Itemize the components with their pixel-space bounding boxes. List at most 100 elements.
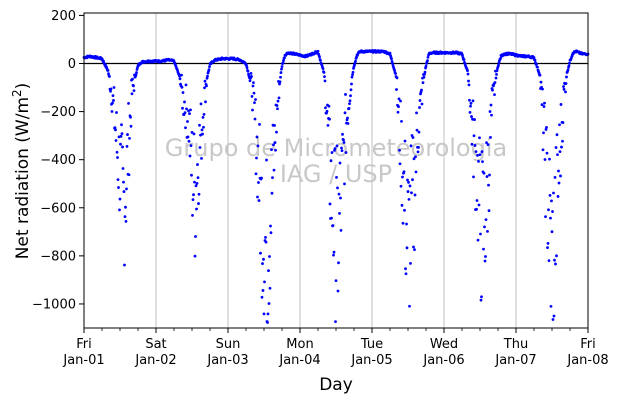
data-point	[468, 110, 472, 114]
data-point	[390, 57, 393, 61]
data-point	[119, 134, 123, 138]
data-point	[467, 83, 471, 87]
data-point	[484, 218, 488, 221]
data-point	[410, 191, 413, 195]
data-point	[481, 160, 484, 164]
data-point	[205, 84, 208, 88]
data-point	[532, 56, 536, 59]
data-point	[186, 135, 190, 139]
data-point	[348, 99, 352, 103]
data-point	[250, 94, 254, 98]
data-point	[190, 173, 193, 177]
data-point	[188, 154, 192, 158]
data-point	[273, 141, 277, 144]
data-point	[117, 186, 120, 189]
data-point	[180, 85, 184, 89]
data-point	[269, 231, 273, 235]
data-point	[540, 103, 544, 107]
data-point	[195, 207, 198, 211]
data-point	[404, 272, 408, 276]
data-point	[550, 230, 554, 234]
data-point	[470, 115, 473, 118]
data-point	[564, 90, 567, 94]
data-point	[405, 222, 408, 226]
x-tick-label-day: Thu	[503, 337, 528, 352]
data-point	[256, 195, 259, 199]
data-point	[272, 143, 275, 147]
data-point	[330, 216, 333, 220]
data-point	[275, 130, 278, 134]
data-point	[336, 186, 339, 190]
data-point	[197, 192, 201, 196]
y-axis: 200 0 −200 −400 −600 −800 −1000	[32, 9, 84, 312]
data-point	[417, 130, 421, 134]
data-point	[121, 145, 124, 149]
data-point	[485, 175, 489, 178]
y-tick-label: −800	[40, 249, 76, 264]
data-point	[335, 175, 338, 179]
data-point	[278, 80, 282, 84]
data-point	[539, 80, 543, 84]
data-point	[253, 101, 256, 105]
data-point	[548, 157, 551, 161]
data-point	[421, 81, 425, 85]
data-point	[184, 83, 188, 87]
data-point	[426, 59, 429, 63]
data-point	[120, 123, 123, 127]
data-point	[403, 139, 407, 143]
data-point	[553, 258, 556, 262]
data-point	[551, 210, 554, 213]
data-point	[491, 88, 494, 92]
data-point	[124, 220, 128, 223]
data-point	[480, 150, 484, 154]
data-point	[348, 102, 351, 106]
data-point	[485, 141, 488, 145]
data-point	[275, 104, 279, 107]
data-point	[276, 99, 280, 103]
data-point	[104, 63, 107, 67]
data-point	[115, 111, 118, 114]
data-point	[325, 109, 329, 113]
y-axis-label-close: )	[13, 83, 33, 90]
data-point	[252, 81, 255, 85]
data-point	[552, 191, 555, 195]
data-point	[270, 191, 274, 195]
data-point	[409, 261, 412, 265]
data-point	[474, 150, 478, 154]
data-point	[281, 61, 285, 65]
data-point	[257, 199, 261, 202]
data-point	[542, 131, 545, 135]
data-point	[332, 253, 335, 257]
data-point	[344, 151, 348, 154]
y-tick-label: −200	[40, 105, 76, 120]
data-point	[119, 142, 122, 146]
x-tick-label-date: Jan-02	[134, 353, 176, 368]
data-point	[340, 149, 344, 153]
data-point	[339, 229, 343, 232]
data-point	[190, 131, 194, 134]
x-tick-label-date: Jan-08	[566, 353, 608, 368]
data-point	[399, 184, 403, 188]
data-point	[323, 79, 327, 83]
data-point	[533, 58, 537, 62]
data-point	[548, 193, 552, 197]
data-point	[173, 61, 177, 65]
data-point	[266, 312, 270, 316]
data-point	[549, 216, 552, 220]
data-point	[107, 72, 110, 76]
data-point	[319, 59, 322, 62]
data-point	[106, 69, 110, 72]
data-point	[413, 193, 417, 197]
data-point	[395, 88, 398, 91]
data-point	[499, 57, 502, 60]
data-point	[256, 144, 260, 148]
data-point	[482, 247, 485, 251]
data-point	[388, 51, 392, 55]
data-point	[251, 108, 254, 112]
data-point	[556, 195, 560, 198]
data-point	[407, 197, 411, 201]
data-point	[408, 184, 412, 188]
data-point	[112, 99, 115, 102]
data-point	[203, 79, 207, 83]
data-point	[336, 289, 340, 293]
